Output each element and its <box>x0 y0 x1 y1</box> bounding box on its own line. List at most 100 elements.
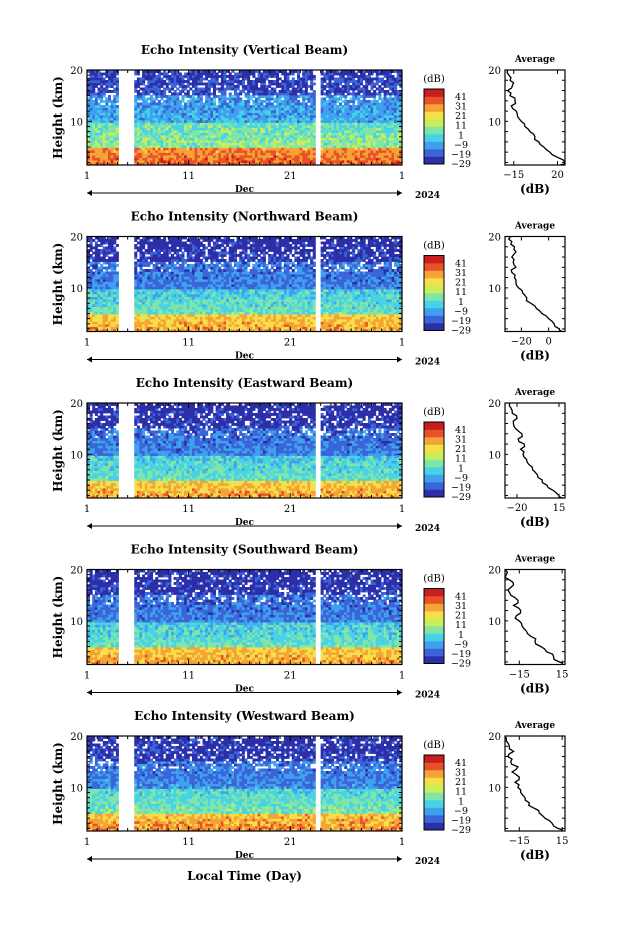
heatmap-cell <box>142 257 145 260</box>
heatmap-cell <box>289 105 292 108</box>
heatmap-cell <box>134 322 137 325</box>
heatmap-cell <box>145 277 148 280</box>
heatmap-cell <box>289 158 292 161</box>
heatmap-cell <box>357 138 360 141</box>
heatmap-cell <box>153 130 156 133</box>
heatmap-cell <box>287 80 290 83</box>
heatmap-cell <box>158 269 161 272</box>
heatmap-cell <box>234 98 237 101</box>
heatmap-cell <box>268 118 271 121</box>
heatmap-cell <box>100 294 103 297</box>
heatmap-cell <box>255 130 258 133</box>
heatmap-cell <box>134 90 137 93</box>
heatmap-cell <box>142 299 145 302</box>
heatmap-cell <box>342 110 345 113</box>
heatmap-cell <box>103 88 106 91</box>
heatmap-cell <box>195 160 198 163</box>
heatmap-cell <box>108 279 111 282</box>
heatmap-cell <box>155 133 158 136</box>
heatmap-cell <box>231 125 234 128</box>
heatmap-cell <box>305 135 308 138</box>
heatmap-cell <box>192 110 195 113</box>
heatmap-cell <box>113 267 116 270</box>
heatmap-cell <box>213 88 216 91</box>
heatmap-cell <box>287 85 290 88</box>
heatmap-cell <box>92 155 95 158</box>
heatmap-cell <box>352 128 355 131</box>
heatmap-cell <box>174 108 177 111</box>
heatmap-cell <box>208 80 211 83</box>
heatmap-cell <box>347 85 350 88</box>
heatmap-cell <box>155 120 158 123</box>
heatmap-cell <box>163 133 166 136</box>
heatmap-cell <box>179 115 182 118</box>
heatmap-cell <box>179 118 182 121</box>
heatmap-cell <box>100 158 103 161</box>
heatmap-cell <box>210 145 213 148</box>
heatmap-cell <box>263 135 266 138</box>
heatmap-cell <box>147 314 150 317</box>
heatmap-cell <box>363 115 366 118</box>
heatmap-cell <box>355 150 358 153</box>
heatmap-cell <box>271 115 274 118</box>
heatmap-cell <box>192 83 195 86</box>
heatmap-cell <box>116 118 119 121</box>
heatmap-cell <box>142 297 145 300</box>
heatmap-cell <box>100 80 103 83</box>
heatmap-cell <box>213 100 216 103</box>
heatmap-cell <box>108 90 111 93</box>
heatmap-cell <box>184 80 187 83</box>
heatmap-cell <box>90 100 93 103</box>
heatmap-cell <box>208 83 211 86</box>
heatmap-cell <box>347 118 350 121</box>
heatmap-cell <box>105 98 108 101</box>
heatmap-cell <box>381 125 384 128</box>
heatmap-cell <box>394 123 397 126</box>
heatmap-cell <box>105 133 108 136</box>
profile-y-tick-label: 20 <box>488 66 501 77</box>
heatmap-cell <box>200 135 203 138</box>
heatmap-cell <box>373 103 376 106</box>
heatmap-cell <box>158 75 161 78</box>
heatmap-cell <box>252 113 255 116</box>
heatmap-cell <box>147 138 150 141</box>
heatmap-cell <box>231 140 234 143</box>
heatmap-cell <box>221 150 224 153</box>
heatmap-cell <box>166 98 169 101</box>
heatmap-cell <box>279 123 282 126</box>
heatmap-cell <box>116 244 119 247</box>
heatmap-cell <box>242 103 245 106</box>
heatmap-cell <box>182 153 185 156</box>
heatmap-cell <box>302 110 305 113</box>
heatmap-cell <box>98 73 101 76</box>
heatmap-cell <box>216 130 219 133</box>
heatmap-cell <box>355 93 358 96</box>
heatmap-cell <box>239 133 242 136</box>
heatmap-cell <box>216 153 219 156</box>
heatmap-cell <box>321 123 324 126</box>
heatmap-cell <box>287 110 290 113</box>
heatmap-cell <box>394 143 397 146</box>
heatmap-cell <box>147 257 150 260</box>
heatmap-cell <box>200 138 203 141</box>
heatmap-cell <box>98 123 101 126</box>
heatmap-cell <box>163 269 166 272</box>
heatmap-cell <box>386 105 389 108</box>
heatmap-cell <box>205 155 208 158</box>
heatmap-cell <box>134 314 137 317</box>
heatmap-cell <box>381 105 384 108</box>
heatmap-cell <box>108 78 111 81</box>
colorbar-unit: (dB) <box>423 74 445 85</box>
colorbar-segment <box>424 104 444 112</box>
heatmap-cell <box>281 105 284 108</box>
heatmap-cell <box>284 90 287 93</box>
heatmap-cell <box>323 100 326 103</box>
heatmap-cell <box>218 153 221 156</box>
heatmap-cell <box>140 317 143 320</box>
heatmap-cell <box>268 140 271 143</box>
heatmap-cell <box>224 145 227 148</box>
heatmap-cell <box>171 143 174 146</box>
heatmap-cell <box>368 105 371 108</box>
heatmap-cell <box>252 118 255 121</box>
heatmap-cell <box>226 118 229 121</box>
